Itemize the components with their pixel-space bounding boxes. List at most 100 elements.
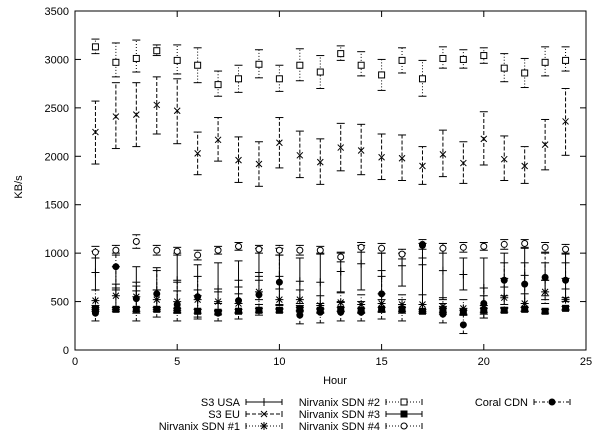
data-point bbox=[214, 309, 222, 317]
data-point bbox=[276, 139, 283, 147]
y-tick-label: 1500 bbox=[45, 200, 69, 212]
data-point bbox=[214, 246, 222, 254]
data-point bbox=[521, 280, 529, 288]
data-point bbox=[194, 293, 202, 301]
data-point bbox=[480, 242, 488, 250]
legend-label: Nirvanix SDN #4 bbox=[299, 421, 380, 433]
data-point bbox=[275, 306, 283, 314]
data-point bbox=[112, 305, 120, 313]
data-point bbox=[357, 147, 365, 154]
data-point bbox=[459, 55, 467, 63]
data-point bbox=[357, 308, 365, 316]
data-point bbox=[132, 295, 140, 303]
x-tick-label: 5 bbox=[174, 356, 180, 368]
data-point bbox=[255, 60, 263, 68]
data-point bbox=[112, 58, 120, 66]
data-point bbox=[255, 245, 263, 253]
y-tick-label: 500 bbox=[51, 297, 69, 309]
data-point bbox=[111, 291, 120, 300]
x-axis: 0 5 10 15 20 25 bbox=[72, 11, 592, 368]
data-point bbox=[255, 291, 263, 299]
data-point bbox=[173, 247, 181, 255]
data-point bbox=[295, 277, 304, 286]
data-point bbox=[173, 56, 181, 64]
data-point bbox=[357, 259, 366, 268]
data-point bbox=[194, 61, 202, 69]
legend-marker bbox=[260, 410, 268, 418]
y-tick-label: 1000 bbox=[45, 248, 69, 260]
data-point bbox=[521, 69, 529, 77]
data-point bbox=[235, 242, 243, 250]
data-point bbox=[132, 54, 140, 62]
data-point bbox=[91, 268, 100, 277]
data-point bbox=[275, 278, 283, 286]
data-point bbox=[91, 43, 99, 51]
data-point bbox=[214, 297, 223, 306]
series-nirvanix-sdn-1 bbox=[91, 279, 570, 316]
data-point bbox=[398, 56, 406, 64]
y-tick-label: 2000 bbox=[45, 151, 69, 163]
data-point bbox=[377, 299, 386, 308]
data-point bbox=[541, 307, 549, 315]
data-point bbox=[357, 61, 365, 69]
legend-item: S3 EU bbox=[208, 409, 283, 421]
x-tick-label: 0 bbox=[72, 356, 78, 368]
data-point bbox=[562, 56, 570, 64]
data-point bbox=[235, 156, 242, 164]
data-point bbox=[91, 248, 99, 256]
data-point bbox=[562, 118, 569, 125]
y-tick-label: 3500 bbox=[45, 6, 69, 18]
legend-marker bbox=[548, 398, 556, 406]
legend-item: Nirvanix SDN #1 bbox=[159, 421, 283, 433]
data-point bbox=[439, 150, 447, 158]
y-tick-label: 0 bbox=[63, 345, 69, 357]
series-nirvanix-sdn-3 bbox=[91, 304, 570, 316]
data-point bbox=[153, 246, 161, 254]
data-point bbox=[500, 306, 508, 314]
data-point bbox=[459, 304, 468, 313]
data-point bbox=[541, 287, 550, 296]
data-point bbox=[480, 135, 488, 143]
data-point bbox=[235, 297, 243, 305]
data-point bbox=[521, 162, 529, 170]
data-point bbox=[500, 155, 508, 163]
data-point bbox=[562, 276, 570, 284]
data-point bbox=[295, 295, 304, 304]
series-coral-cdn bbox=[91, 241, 570, 335]
data-point bbox=[275, 246, 283, 254]
x-tick-label: 10 bbox=[273, 356, 285, 368]
data-point bbox=[112, 263, 120, 271]
legend-marker bbox=[400, 422, 408, 430]
data-point bbox=[541, 141, 549, 149]
data-point bbox=[459, 321, 467, 329]
data-point bbox=[562, 245, 570, 253]
legend-label: Coral CDN bbox=[475, 397, 528, 409]
data-point bbox=[296, 61, 304, 69]
data-point bbox=[153, 101, 161, 109]
data-point bbox=[459, 270, 468, 279]
data-point bbox=[296, 246, 304, 254]
plot-border bbox=[74, 10, 587, 351]
data-point bbox=[459, 243, 467, 251]
data-point bbox=[459, 308, 467, 316]
data-point bbox=[378, 244, 386, 252]
data-point bbox=[316, 278, 325, 287]
legend-marker bbox=[400, 398, 408, 406]
series-nirvanix-sdn-4 bbox=[91, 234, 570, 263]
data-point bbox=[316, 246, 324, 254]
legend-label: Nirvanix SDN #1 bbox=[159, 421, 240, 433]
data-point bbox=[112, 246, 120, 254]
data-point bbox=[91, 296, 100, 305]
data-point bbox=[521, 239, 529, 247]
legend-marker bbox=[260, 398, 268, 406]
legend-marker bbox=[400, 410, 408, 418]
data-point bbox=[316, 158, 324, 166]
y-axis-label: KB/s bbox=[13, 175, 25, 199]
data-point bbox=[337, 50, 345, 58]
data-point bbox=[153, 47, 161, 55]
data-point bbox=[398, 261, 407, 270]
data-point bbox=[500, 276, 508, 284]
legend-label: Nirvanix SDN #3 bbox=[299, 409, 380, 421]
data-point bbox=[296, 151, 304, 159]
